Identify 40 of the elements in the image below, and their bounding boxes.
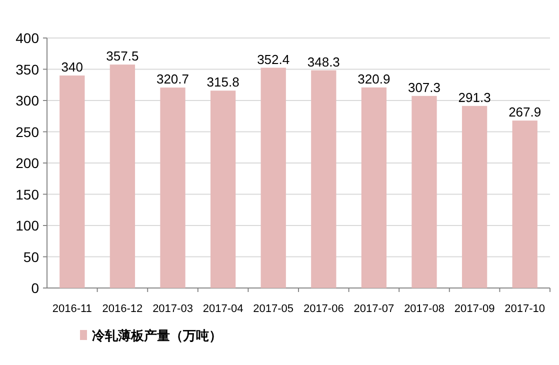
x-tick-label: 2017-10 [504, 303, 546, 315]
x-tick-label: 2017-09 [454, 303, 495, 315]
data-label: 320.9 [358, 71, 390, 86]
y-tick-label: 200 [16, 155, 40, 171]
y-tick-label: 300 [16, 92, 40, 108]
bar [60, 76, 85, 288]
x-tick-label: 2016-12 [102, 303, 143, 315]
bar [512, 120, 538, 288]
x-tick-label: 2017-05 [253, 303, 294, 315]
x-tick-label: 2017-06 [303, 303, 344, 315]
data-label: 320.7 [156, 72, 190, 87]
y-tick-label: 400 [16, 30, 40, 46]
bar [412, 96, 437, 288]
data-label: 315.8 [206, 74, 240, 90]
bar [160, 88, 186, 288]
y-tick-label: 0 [31, 280, 40, 296]
x-tick-label: 2017-07 [354, 303, 394, 315]
bar [462, 106, 488, 288]
data-label: 357.5 [106, 48, 139, 64]
data-label: 340 [61, 60, 83, 74]
data-label: 348.3 [307, 54, 340, 70]
y-tick-label: 250 [16, 124, 40, 140]
bar [110, 64, 136, 288]
y-tick-label: 150 [16, 186, 40, 202]
bar [260, 68, 286, 288]
x-tick-label: 2016-11 [52, 303, 92, 315]
y-tick-label: 100 [16, 218, 40, 234]
data-label: 352.4 [257, 52, 290, 67]
x-tick-label: 2017-08 [404, 303, 444, 315]
y-tick-label: 50 [23, 248, 40, 265]
bar [311, 70, 336, 288]
bar [361, 87, 387, 288]
data-label: 307.3 [408, 80, 441, 95]
data-label: 291.3 [458, 90, 491, 105]
y-tick-label: 350 [16, 61, 40, 78]
legend-label: 冷轧薄板产量（万吨） [92, 328, 222, 343]
x-tick-label: 2017-04 [202, 303, 244, 315]
data-label: 267.9 [508, 104, 542, 120]
x-tick-label: 2017-03 [152, 303, 193, 315]
bar [210, 90, 236, 288]
